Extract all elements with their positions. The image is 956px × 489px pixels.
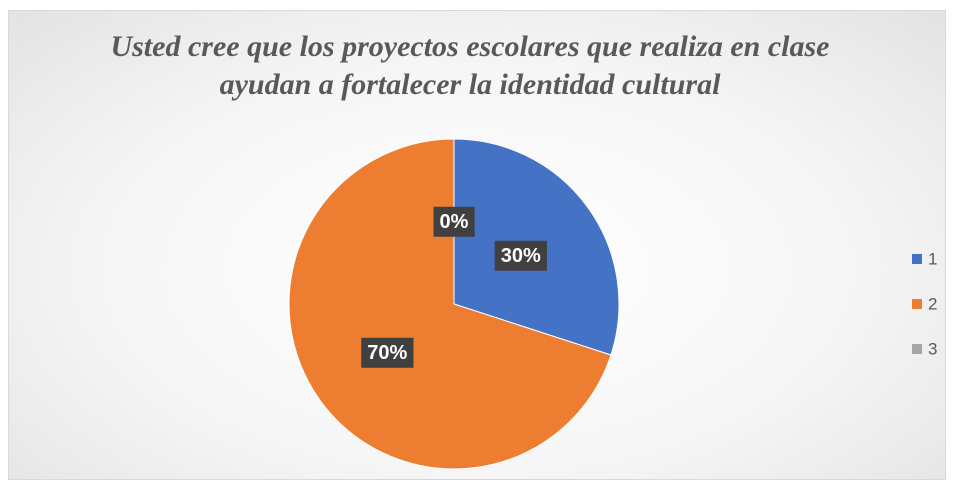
legend-swatch — [912, 344, 922, 354]
legend-label: 2 — [928, 294, 937, 313]
data-label-group: 0% — [433, 206, 475, 237]
data-label: 0% — [440, 211, 469, 233]
legend-label: 3 — [928, 339, 937, 358]
pie-slice — [288, 138, 612, 470]
data-label-group: 70% — [361, 337, 414, 368]
data-label-box — [433, 206, 475, 237]
data-label-group: 30% — [494, 240, 547, 271]
data-label: 30% — [501, 245, 541, 267]
data-label-box — [361, 337, 414, 368]
legend-swatch — [912, 254, 922, 264]
data-label: 70% — [367, 342, 407, 364]
data-label-box — [494, 240, 547, 271]
chart-title: Usted cree que los proyectos escolares q… — [110, 30, 830, 101]
legend-label: 1 — [928, 249, 937, 268]
legend-swatch — [912, 299, 922, 309]
